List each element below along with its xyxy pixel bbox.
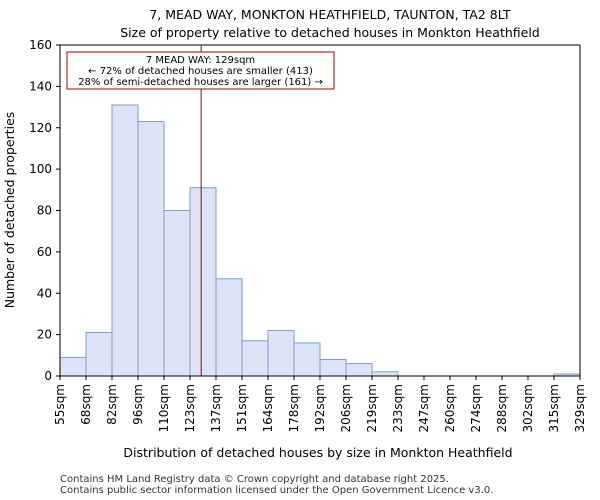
histogram-bar (371, 371, 399, 377)
x-tick-label: 164sqm (261, 384, 275, 432)
histogram-bar (59, 356, 87, 377)
marker-layer: 7 MEAD WAY: 129sqm← 72% of detached hous… (66, 45, 335, 376)
x-tick-label: 123sqm (183, 384, 197, 432)
histogram-bar (189, 187, 217, 377)
x-tick-label: 110sqm (157, 384, 171, 432)
footer-line-1: Contains HM Land Registry data © Crown c… (60, 474, 449, 485)
histogram-bar (111, 104, 139, 377)
x-tick-label: 219sqm (365, 384, 379, 432)
histogram-bar (241, 340, 269, 377)
x-tick-label: 68sqm (79, 384, 93, 425)
x-tick-label: 192sqm (313, 384, 327, 432)
footer-line-2: Contains public sector information licen… (60, 485, 494, 496)
x-tick-label: 274sqm (469, 384, 483, 432)
x-tick-label: 96sqm (131, 384, 145, 425)
histogram-bar (293, 342, 321, 377)
y-tick-label: 160 (29, 38, 52, 52)
annotation-text-line: 7 MEAD WAY: 129sqm (146, 55, 255, 66)
chart-title: 7, MEAD WAY, MONKTON HEATHFIELD, TAUNTON… (149, 7, 511, 22)
ticks-layer: 0 20 40 60 80 100 120 140 160 55sqm 68sqm 82sqm 96sq… (29, 38, 587, 432)
x-tick-label: 260sqm (443, 384, 457, 432)
x-tick-label: 151sqm (235, 384, 249, 432)
x-tick-label: 137sqm (209, 384, 223, 432)
x-tick-label: 178sqm (287, 384, 301, 432)
histogram-bar (137, 121, 165, 377)
chart-subtitle: Size of property relative to detached ho… (120, 25, 540, 40)
histogram-chart: 7, MEAD WAY, MONKTON HEATHFIELD, TAUNTON… (2, 7, 587, 460)
x-tick-label: 247sqm (417, 384, 431, 432)
histogram-bar (345, 363, 373, 377)
x-tick-label: 55sqm (53, 384, 67, 425)
histogram-bar (319, 358, 347, 377)
y-tick-label: 60 (37, 245, 52, 259)
histogram-bar (267, 329, 295, 377)
x-axis-label: Distribution of detached houses by size … (123, 445, 512, 460)
annotation-text-line: 28% of semi-detached houses are larger (… (78, 77, 323, 88)
y-tick-label: 140 (29, 79, 52, 93)
y-tick-label: 120 (29, 121, 52, 135)
histogram-bar (85, 332, 113, 377)
x-tick-label: 288sqm (495, 384, 509, 432)
y-tick-label: 20 (37, 328, 52, 342)
x-tick-label: 233sqm (391, 384, 405, 432)
annotation-box (66, 51, 335, 90)
y-tick-label: 80 (37, 204, 52, 218)
y-tick-label: 40 (37, 286, 52, 300)
x-tick-label: 206sqm (339, 384, 353, 432)
histogram-bar (215, 278, 243, 377)
x-tick-label: 302sqm (521, 384, 535, 432)
y-tick-label: 100 (29, 162, 52, 176)
x-tick-label: 82sqm (105, 384, 119, 425)
x-tick-label: 315sqm (547, 384, 561, 432)
annotation-text-line: ← 72% of detached houses are smaller (41… (88, 66, 313, 77)
y-tick-label: 0 (44, 369, 52, 383)
histogram-bar (163, 210, 191, 377)
y-axis-label: Number of detached properties (2, 112, 17, 309)
x-tick-label: 329sqm (573, 384, 587, 432)
bars-layer (59, 104, 581, 377)
